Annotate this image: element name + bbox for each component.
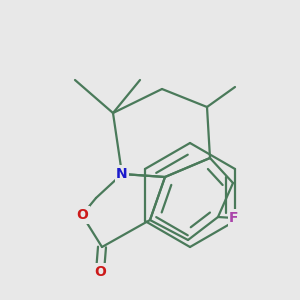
Text: O: O [94,265,106,279]
Text: O: O [76,208,88,222]
Text: F: F [229,211,239,225]
Text: N: N [116,167,128,181]
